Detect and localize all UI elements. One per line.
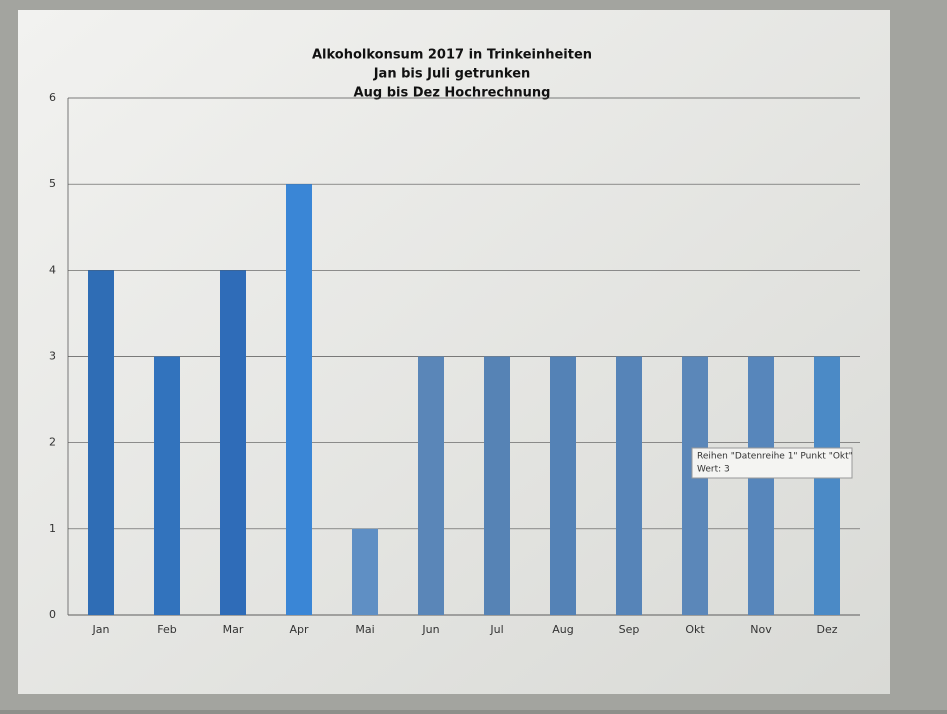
bar — [154, 356, 180, 615]
x-tick-label: Okt — [685, 623, 705, 636]
x-tick-label: Apr — [289, 623, 309, 636]
tooltip: Reihen "Datenreihe 1" Punkt "Okt" Wert: … — [691, 447, 853, 479]
bar — [352, 528, 378, 615]
x-tick-label: Mai — [355, 623, 374, 636]
x-tick-label: Jul — [489, 623, 503, 636]
bar — [484, 356, 510, 615]
x-tick-label: Dez — [816, 623, 837, 636]
y-tick-label: 1 — [49, 522, 56, 535]
bar — [616, 356, 642, 615]
chart-subtitle: Aug bis Dez Hochrechnung — [354, 86, 551, 101]
bar — [220, 270, 246, 615]
x-tick-label: Jan — [92, 623, 110, 636]
x-tick-label: Mar — [223, 623, 244, 636]
bar — [550, 356, 576, 615]
y-tick-label: 4 — [49, 263, 56, 276]
bar — [286, 184, 312, 615]
bar — [88, 270, 114, 615]
x-tick-label: Sep — [619, 623, 640, 636]
y-tick-label: 5 — [49, 177, 56, 190]
tooltip-text: Reihen "Datenreihe 1" Punkt "Okt" — [697, 452, 853, 462]
y-tick-label: 0 — [49, 608, 56, 621]
chart-subtitle: Jan bis Juli getrunken — [373, 67, 531, 82]
bar — [418, 356, 444, 615]
x-tick-label: Nov — [750, 623, 772, 636]
x-tick-label: Jun — [421, 623, 439, 636]
bar — [682, 356, 708, 615]
tooltip-text: Wert: 3 — [697, 465, 730, 475]
bar — [814, 356, 840, 615]
y-tick-label: 3 — [49, 350, 56, 363]
bar — [748, 356, 774, 615]
x-tick-label: Aug — [552, 623, 573, 636]
y-tick-label: 2 — [49, 436, 56, 449]
y-tick-label: 6 — [49, 91, 56, 104]
x-tick-label: Feb — [157, 623, 176, 636]
chart-title: Alkoholkonsum 2017 in Trinkeinheiten — [312, 48, 592, 63]
tooltip-box — [691, 447, 853, 479]
